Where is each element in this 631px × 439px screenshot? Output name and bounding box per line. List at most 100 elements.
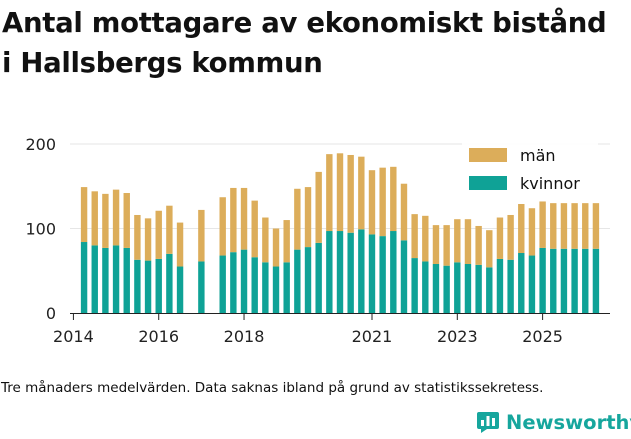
bar-men <box>112 189 120 246</box>
bar-women <box>347 232 354 313</box>
bar-women <box>368 234 376 313</box>
bar-women <box>486 267 493 313</box>
bar-women <box>134 259 141 313</box>
bar-women <box>144 260 152 313</box>
bar-women <box>422 261 429 313</box>
bar-women <box>91 245 98 313</box>
bar-women <box>262 262 269 313</box>
bar-men <box>443 225 450 266</box>
bar-men <box>432 225 440 264</box>
chart-title-line-2: i Hallsbergs kommun <box>2 47 323 79</box>
bar-women <box>582 248 589 313</box>
bar-women <box>443 265 450 313</box>
bar-men <box>219 197 226 256</box>
bar-men <box>422 215 429 262</box>
bar-men <box>102 193 109 248</box>
bar-women <box>283 262 290 313</box>
bar-women <box>379 236 386 313</box>
bar-men <box>528 208 536 256</box>
bar-women <box>315 242 322 313</box>
bar-women <box>560 248 568 313</box>
bar-men <box>230 187 237 253</box>
bar-men <box>166 205 173 254</box>
bar-men <box>518 204 525 254</box>
bar-women <box>390 231 397 313</box>
bar-women <box>304 247 312 313</box>
bar-men <box>294 188 301 250</box>
bar-men <box>464 219 472 264</box>
bar-men <box>582 203 589 249</box>
bar-women <box>336 231 344 313</box>
bar-men <box>336 153 344 232</box>
bar-men <box>123 193 130 248</box>
bar-women <box>358 229 365 313</box>
x-axis: 2014 2016 2018 2021 2023 2025 <box>53 313 610 346</box>
bar-men <box>198 209 205 262</box>
bar-women <box>102 247 109 313</box>
bar-men <box>411 214 418 259</box>
bar-women <box>507 259 514 313</box>
legend-label-women: kvinnor <box>520 174 580 193</box>
bar-women <box>400 240 408 313</box>
bar-men <box>571 203 578 249</box>
bar-men <box>507 214 514 260</box>
bar-men <box>486 230 493 268</box>
bar-women <box>571 248 578 313</box>
bar-women <box>272 266 280 313</box>
x-tick-label: 2016 <box>138 327 179 346</box>
bar-women <box>539 247 546 313</box>
bar-women <box>123 247 130 313</box>
y-axis-tick-labels: 0 100 200 <box>25 135 56 323</box>
bar-men <box>272 228 280 267</box>
newsworthy-logo-icon <box>477 412 499 433</box>
bar-men <box>592 203 600 249</box>
legend-label-men: män <box>520 146 556 165</box>
bar-men <box>550 203 557 249</box>
bar-women <box>592 248 600 313</box>
bar-women <box>454 262 461 313</box>
footnote: Tre månaders medelvärden. Data saknas ib… <box>1 380 544 396</box>
bar-men <box>91 191 98 246</box>
brand-name: Newsworthy <box>506 410 631 434</box>
bar-men <box>454 219 461 263</box>
bar-women <box>240 249 248 314</box>
bar-women <box>496 258 504 313</box>
bar-series <box>80 153 600 314</box>
bar-men <box>251 200 258 258</box>
legend-swatch-women <box>469 176 507 190</box>
y-tick-label: 200 <box>25 135 56 154</box>
bar-men <box>496 217 504 259</box>
y-tick-label: 100 <box>25 220 56 239</box>
bar-women <box>251 257 258 313</box>
bar-women <box>166 253 173 313</box>
bar-men <box>400 183 408 241</box>
bar-men <box>240 187 248 250</box>
stacked-bar-chart: 0 100 200 2014 2016 2018 2021 2023 2025 män kvi… <box>25 135 610 346</box>
bar-men <box>155 210 162 259</box>
bar-men <box>80 187 88 243</box>
chart-title-line-1: Antal mottagare av ekonomiskt bistånd <box>2 7 607 39</box>
bar-women <box>198 261 205 313</box>
x-tick-label: 2021 <box>352 327 393 346</box>
bar-men <box>283 220 290 263</box>
bar-men <box>134 214 141 260</box>
bar-women <box>112 245 120 313</box>
bar-men <box>368 170 376 235</box>
x-tick-label: 2014 <box>53 327 94 346</box>
bar-women <box>528 255 536 313</box>
brand-logo[interactable]: Newsworthy <box>476 408 631 436</box>
bar-women <box>176 266 184 313</box>
bar-men <box>347 154 354 233</box>
bar-men <box>326 154 333 232</box>
bar-men <box>358 156 365 230</box>
bar-men <box>379 167 386 237</box>
bar-men <box>539 201 546 248</box>
bar-men <box>144 218 152 261</box>
bar-women <box>550 248 557 313</box>
bar-women <box>294 249 301 314</box>
bar-women <box>432 263 440 313</box>
y-tick-label: 0 <box>46 304 56 323</box>
bar-men <box>390 166 397 232</box>
bar-women <box>219 255 226 313</box>
bar-women <box>518 253 525 313</box>
